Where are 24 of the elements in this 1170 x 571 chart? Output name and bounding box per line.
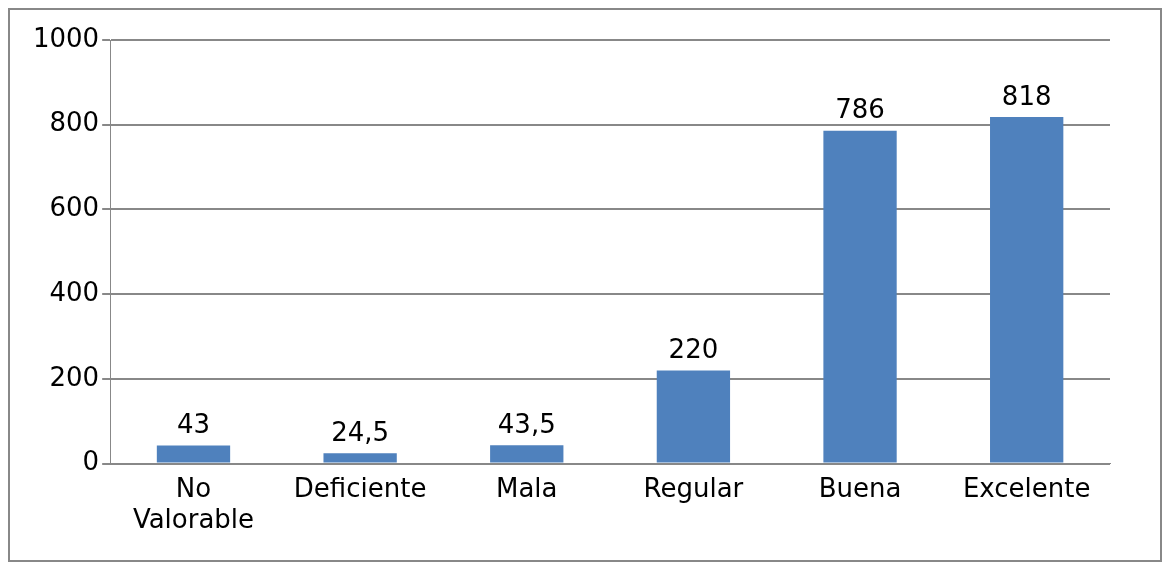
y-tick-label: 400 — [49, 276, 100, 307]
bar — [823, 130, 897, 463]
x-tick-label: Regular — [643, 472, 744, 503]
data-label: 786 — [835, 94, 885, 125]
y-tick-label: 0 — [82, 446, 100, 477]
data-label: 220 — [668, 334, 719, 365]
data-label: 24,5 — [331, 416, 390, 447]
y-tick-label: 1000 — [33, 22, 100, 53]
bar — [156, 445, 231, 463]
y-tick-label: 200 — [49, 361, 100, 392]
bar — [656, 370, 731, 463]
x-tick-label: Buena — [818, 472, 902, 503]
x-tick-label: Deficiente — [293, 472, 427, 503]
x-tick-label: No Valorable — [132, 472, 255, 535]
x-tick-label: Excelente — [962, 472, 1091, 503]
bar — [490, 445, 564, 463]
data-label: 43,5 — [497, 408, 556, 439]
y-tick-label: 800 — [49, 107, 100, 138]
data-label: 818 — [1001, 80, 1052, 111]
x-tick-label: Mala — [496, 472, 558, 503]
bar — [323, 453, 397, 463]
y-tick-label: 600 — [49, 192, 100, 223]
bar — [990, 117, 1064, 463]
data-label: 43 — [176, 409, 211, 440]
